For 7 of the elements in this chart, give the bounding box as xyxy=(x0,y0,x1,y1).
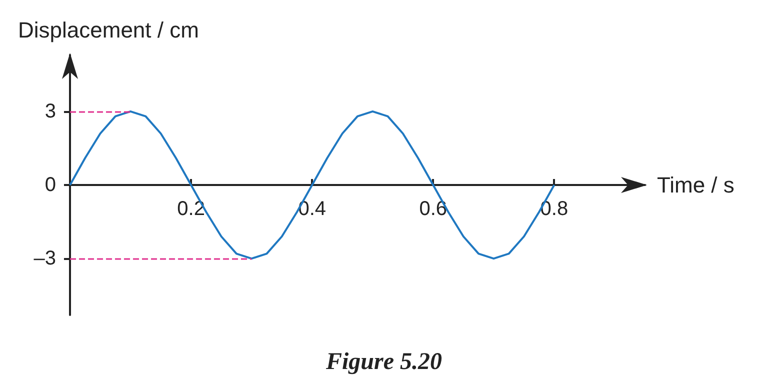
y-tick-label: 0 xyxy=(44,174,56,196)
y-tick-label: 3 xyxy=(44,100,56,122)
x-axis-title: Time / s xyxy=(657,172,734,198)
caption: Figure 5.20 xyxy=(324,349,442,375)
y-tick-label: –3 xyxy=(34,248,56,270)
x-tick-label: 0.6 xyxy=(419,198,448,220)
y-axis-title: Displacement / cm xyxy=(18,18,199,42)
